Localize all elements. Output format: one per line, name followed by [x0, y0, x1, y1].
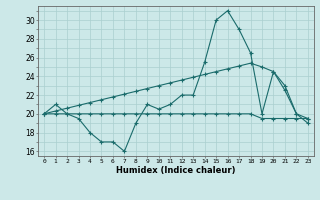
X-axis label: Humidex (Indice chaleur): Humidex (Indice chaleur) [116, 166, 236, 175]
